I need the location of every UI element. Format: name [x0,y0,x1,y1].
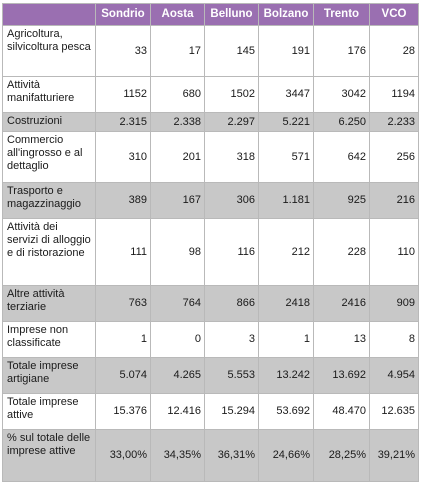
cell-value: 925 [313,182,370,219]
cell-value: 2418 [258,285,314,322]
cell-value: 1 [258,321,314,358]
table-row: Attività dei servizi di alloggio e di ri… [2,218,419,286]
column-header-aosta: Aosta [150,3,205,26]
cell-value: 212 [258,218,314,286]
cell-value: 216 [369,182,419,219]
cell-value: 2.315 [95,112,151,132]
cell-value: 1152 [95,76,151,113]
cell-value: 3042 [313,76,370,113]
cell-value: 5.074 [95,357,151,394]
cell-value: 28 [369,25,419,77]
cell-value: 201 [150,131,205,183]
cell-value: 39,21% [369,429,419,482]
cell-value: 909 [369,285,419,322]
table-row: % sul totale delle imprese attive 33,00%… [2,429,419,482]
row-label: Altre attività terziarie [2,285,96,322]
cell-value: 13.242 [258,357,314,394]
cell-value: 24,66% [258,429,314,482]
row-label: Imprese non classificate [2,321,96,358]
row-label: Trasporto e magazzinaggio [2,182,96,219]
cell-value: 2.297 [204,112,259,132]
cell-value: 571 [258,131,314,183]
cell-value: 17 [150,25,205,77]
row-label: Costruzioni [2,112,96,132]
cell-value: 15.294 [204,393,259,430]
table-row: Altre attività terziarie 763 764 866 241… [2,285,419,322]
column-header-trento: Trento [313,3,370,26]
artisan-businesses-table: Sondrio Aosta Belluno Bolzano Trento VCO… [2,3,419,482]
table-row: Agricoltura, silvicoltura pesca 33 17 14… [2,25,419,77]
cell-value: 642 [313,131,370,183]
cell-value: 176 [313,25,370,77]
cell-value: 8 [369,321,419,358]
cell-value: 2416 [313,285,370,322]
row-label: Agricoltura, silvicoltura pesca [2,25,96,77]
cell-value: 318 [204,131,259,183]
header-corner-cell [2,3,96,26]
cell-value: 48.470 [313,393,370,430]
cell-value: 4.954 [369,357,419,394]
column-header-bolzano: Bolzano [258,3,314,26]
cell-value: 228 [313,218,370,286]
cell-value: 111 [95,218,151,286]
cell-value: 310 [95,131,151,183]
cell-value: 116 [204,218,259,286]
table-row: Totale imprese attive 15.376 12.416 15.2… [2,393,419,430]
row-label: % sul totale delle imprese attive [2,429,96,482]
cell-value: 764 [150,285,205,322]
table-row: Commercio all'ingrosso e al dettaglio 31… [2,131,419,183]
cell-value: 5.221 [258,112,314,132]
row-label: Totale imprese attive [2,393,96,430]
cell-value: 13.692 [313,357,370,394]
row-label: Totale imprese artigiane [2,357,96,394]
column-header-vco: VCO [369,3,419,26]
column-header-sondrio: Sondrio [95,3,151,26]
row-label: Commercio all'ingrosso e al dettaglio [2,131,96,183]
cell-value: 98 [150,218,205,286]
cell-value: 3 [204,321,259,358]
cell-value: 53.692 [258,393,314,430]
cell-value: 34,35% [150,429,205,482]
table-row: Trasporto e magazzinaggio 389 167 306 1.… [2,182,419,219]
data-table-container: Sondrio Aosta Belluno Bolzano Trento VCO… [2,3,419,482]
table-row: Totale imprese artigiane 5.074 4.265 5.5… [2,357,419,394]
cell-value: 3447 [258,76,314,113]
cell-value: 1194 [369,76,419,113]
cell-value: 36,31% [204,429,259,482]
cell-value: 28,25% [313,429,370,482]
cell-value: 33 [95,25,151,77]
cell-value: 0 [150,321,205,358]
table-row: Attività manifatturiere 1152 680 1502 34… [2,76,419,113]
cell-value: 12.635 [369,393,419,430]
cell-value: 5.553 [204,357,259,394]
cell-value: 191 [258,25,314,77]
cell-value: 1 [95,321,151,358]
table-row: Imprese non classificate 1 0 3 1 13 8 [2,321,419,358]
cell-value: 15.376 [95,393,151,430]
table-header-row: Sondrio Aosta Belluno Bolzano Trento VCO [2,3,419,26]
row-label: Attività dei servizi di alloggio e di ri… [2,218,96,286]
cell-value: 145 [204,25,259,77]
table-row: Costruzioni 2.315 2.338 2.297 5.221 6.25… [2,112,419,132]
cell-value: 6.250 [313,112,370,132]
cell-value: 256 [369,131,419,183]
cell-value: 12.416 [150,393,205,430]
column-header-belluno: Belluno [204,3,259,26]
cell-value: 866 [204,285,259,322]
cell-value: 110 [369,218,419,286]
cell-value: 13 [313,321,370,358]
row-label: Attività manifatturiere [2,76,96,113]
cell-value: 2.338 [150,112,205,132]
cell-value: 1502 [204,76,259,113]
cell-value: 4.265 [150,357,205,394]
cell-value: 167 [150,182,205,219]
cell-value: 306 [204,182,259,219]
cell-value: 1.181 [258,182,314,219]
cell-value: 33,00% [95,429,151,482]
cell-value: 763 [95,285,151,322]
cell-value: 680 [150,76,205,113]
cell-value: 2.233 [369,112,419,132]
cell-value: 389 [95,182,151,219]
